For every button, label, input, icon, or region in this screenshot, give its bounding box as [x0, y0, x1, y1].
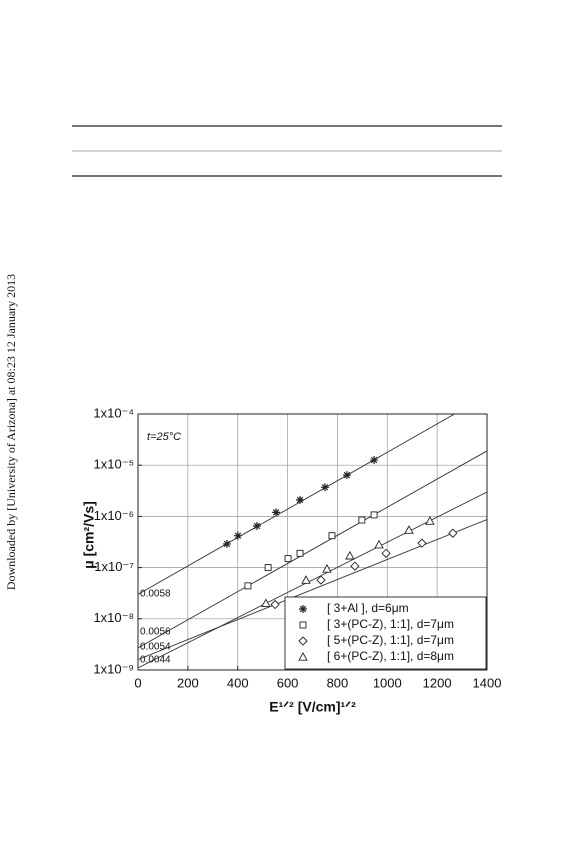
fit-line	[138, 519, 487, 660]
data-point	[381, 548, 391, 558]
fit-lines	[138, 414, 487, 669]
data-point	[404, 525, 414, 534]
legend-label: [ 6+(PC-Z), 1:1], d=8μm	[327, 649, 454, 663]
x-tick-label: 800	[327, 675, 349, 690]
data-point	[425, 516, 435, 525]
data-point	[370, 456, 379, 465]
data-point	[264, 564, 272, 572]
chart: 0 200 400 600 800 1000 1200 1400 1x10⁻⁹ 1x10⁻⁸ 1x1…	[81, 405, 502, 715]
data-point	[320, 483, 329, 492]
data-point	[328, 532, 336, 540]
fit-slope-label: 0.0056	[140, 627, 171, 638]
legend-label: [ 5+(PC-Z), 1:1], d=7μm	[327, 633, 454, 647]
data-point	[358, 516, 366, 524]
legend-label: [ 3+(PC-Z), 1:1], d=7μm	[327, 617, 454, 631]
data-point	[261, 598, 271, 608]
y-tick-label: 1x10⁻⁹	[93, 661, 134, 676]
data-point	[296, 495, 305, 504]
legend-marker	[298, 636, 308, 646]
plot-frame	[137, 413, 488, 671]
y-tick-label: 1x10⁻⁷	[94, 559, 134, 574]
legend-label: [ 3+Al ], d=6μm	[327, 601, 409, 615]
download-note: Downloaded by [University of Arizona] at…	[4, 274, 18, 590]
x-tick-label: 1400	[473, 675, 502, 690]
y-tick-label: 1x10⁻⁵	[94, 457, 134, 472]
fit-slope-label: 0.0058	[140, 589, 171, 600]
legend-marker	[298, 652, 308, 661]
annotation: t=25°C	[147, 431, 181, 443]
data-point	[301, 575, 311, 584]
legend-marker	[299, 621, 307, 629]
legend-box	[284, 596, 487, 670]
x-tick-label: 1200	[423, 675, 452, 690]
data-point	[374, 539, 384, 549]
y-tick-label: 1x10⁻⁴	[93, 405, 134, 420]
data-point	[252, 521, 261, 530]
data-point	[222, 539, 231, 548]
data-point	[322, 564, 332, 573]
x-tick-label: 400	[227, 675, 249, 690]
data-point	[233, 531, 242, 540]
data-point	[296, 549, 304, 557]
data-point	[272, 508, 281, 517]
fit-line	[138, 414, 456, 595]
x-tick-label: 200	[177, 675, 199, 690]
x-tick-label: 600	[277, 675, 299, 690]
data-point	[448, 528, 458, 538]
y-tick-label: 1x10⁻⁶	[94, 508, 134, 523]
y-axis-label: μ [cm²/Vs]	[81, 501, 97, 569]
data-point	[350, 561, 360, 571]
data-point	[284, 555, 292, 563]
y-tick-label: 1x10⁻⁸	[93, 610, 134, 625]
data-point	[244, 582, 252, 590]
fit-slope-label: 0.0054	[140, 642, 171, 653]
data-point	[316, 575, 326, 585]
x-tick-label: 0	[134, 675, 141, 690]
fit-slope-label: 0.0044	[140, 655, 171, 666]
data-point	[417, 538, 427, 548]
data-point	[270, 599, 280, 610]
data-point	[345, 550, 355, 560]
data-point	[342, 471, 351, 480]
x-tick-label: 1000	[373, 675, 402, 690]
legend-marker	[299, 605, 307, 613]
fit-line	[138, 450, 487, 649]
x-axis-label: E¹ᐟ² [V/cm]¹ᐟ²	[269, 699, 356, 715]
data-point	[370, 511, 378, 519]
